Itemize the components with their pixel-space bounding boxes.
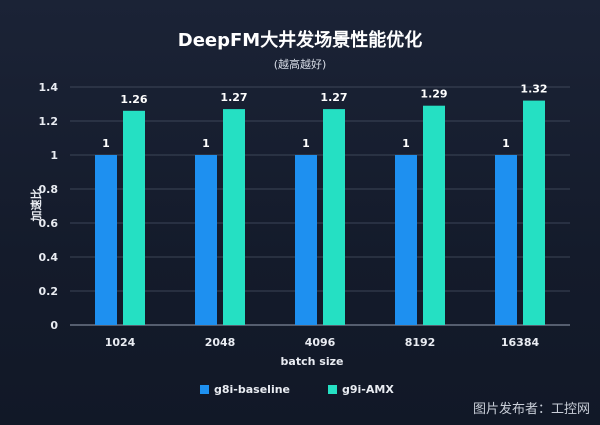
y-tick-label: 0.8 bbox=[39, 183, 59, 196]
x-category-label: 1024 bbox=[105, 336, 136, 349]
y-tick-label: 0.2 bbox=[39, 285, 59, 298]
y-tick-label: 1.4 bbox=[39, 81, 59, 94]
data-label: 1 bbox=[502, 137, 510, 150]
data-label: 1.27 bbox=[320, 91, 347, 104]
bar-g8i-baseline-1024 bbox=[95, 155, 117, 325]
y-tick-label: 0 bbox=[50, 319, 58, 332]
y-tick-label: 1 bbox=[50, 149, 58, 162]
data-label: 1.29 bbox=[420, 88, 447, 101]
data-label: 1 bbox=[402, 137, 410, 150]
bar-g9i-AMX-8192 bbox=[423, 105, 445, 325]
legend-swatch-g9i-AMX bbox=[328, 385, 337, 394]
y-axis-title: 加速比 bbox=[29, 189, 43, 223]
data-label: 1.32 bbox=[520, 83, 547, 96]
gridlines bbox=[70, 86, 570, 326]
data-label: 1.26 bbox=[120, 93, 147, 106]
data-label: 1 bbox=[302, 137, 310, 150]
legend-label: g8i-baseline bbox=[214, 383, 290, 396]
legend: g8i-baseline g9i-AMX bbox=[200, 383, 394, 396]
watermark-text: 图片发布者：工控网 bbox=[473, 401, 590, 417]
x-category-label: 8192 bbox=[405, 336, 436, 349]
bar-g8i-baseline-2048 bbox=[195, 155, 217, 325]
bar-g9i-AMX-2048 bbox=[223, 109, 245, 325]
bar-g9i-AMX-4096 bbox=[323, 109, 345, 325]
legend-label: g9i-AMX bbox=[342, 383, 394, 396]
data-label: 1 bbox=[102, 137, 110, 150]
y-tick-label: 0.6 bbox=[39, 217, 59, 230]
chart-subtitle: (越高越好) bbox=[274, 57, 327, 71]
x-category-label: 16384 bbox=[501, 336, 540, 349]
x-axis-title: batch size bbox=[281, 355, 344, 368]
bar-g9i-AMX-1024 bbox=[123, 110, 145, 325]
bars bbox=[95, 100, 545, 325]
bar-g8i-baseline-8192 bbox=[395, 155, 417, 325]
bar-g8i-baseline-4096 bbox=[295, 155, 317, 325]
bar-g9i-AMX-16384 bbox=[523, 100, 545, 325]
data-label: 1.27 bbox=[220, 91, 247, 104]
chart-title: DeepFM大井发场景性能优化 bbox=[178, 29, 422, 51]
x-category-label: 2048 bbox=[205, 336, 236, 349]
y-axis-ticks: 0 0.2 0.4 0.6 0.8 1 1.2 1.4 bbox=[39, 81, 59, 332]
bar-g8i-baseline-16384 bbox=[495, 155, 517, 325]
y-tick-label: 0.4 bbox=[39, 251, 59, 264]
x-axis-categories: 1024 2048 4096 8192 16384 bbox=[105, 336, 540, 349]
y-tick-label: 1.2 bbox=[39, 115, 59, 128]
x-category-label: 4096 bbox=[305, 336, 336, 349]
data-label: 1 bbox=[202, 137, 210, 150]
legend-swatch-g8i-baseline bbox=[200, 385, 209, 394]
data-labels: 1 1.26 1 1.27 1 1.27 1 1.29 1 1.32 bbox=[102, 83, 547, 150]
